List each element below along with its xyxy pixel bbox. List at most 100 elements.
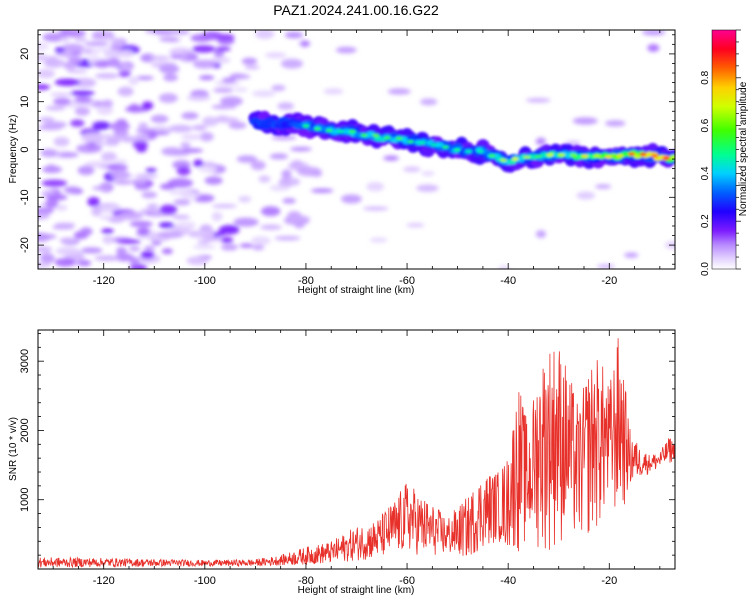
spectrogram-cell (136, 227, 150, 236)
spectrogram-cell (120, 135, 138, 143)
spectrogram-cell (535, 154, 542, 159)
spectrogram-cell (192, 59, 217, 69)
spectrogram-cell (38, 232, 52, 242)
spectrogram-cell (576, 191, 595, 200)
spectrogram-cell (335, 46, 357, 54)
spectrogram-cell (39, 116, 55, 123)
spectrogram-cell (38, 54, 51, 62)
snr-x-tick-label: -20 (601, 575, 617, 587)
spectrogram-cell (157, 231, 184, 239)
spectrogram-cell (255, 30, 275, 39)
spectrogram-cell (54, 222, 76, 228)
spectrogram-cell (38, 246, 53, 253)
spectrogram-cell (131, 178, 148, 185)
spectrogram-cell (141, 101, 154, 110)
spectrogram-cell (197, 239, 211, 245)
spectrogram-cell (250, 160, 266, 171)
spectrogram-cell (416, 184, 439, 192)
spectrogram-cell (186, 53, 199, 60)
spectrogram-cell (38, 41, 50, 51)
spectrogram-cell (535, 137, 546, 146)
spectrogram-cell (141, 191, 158, 199)
spectrogram-cell (109, 122, 131, 131)
spectrogram-cell (97, 133, 116, 139)
spectrogram-cell (186, 256, 209, 266)
spectrogram-cell (148, 209, 159, 215)
spectrogram-cell (114, 253, 134, 262)
spectrogram-cell (323, 88, 344, 95)
spectrogram-cell (136, 75, 154, 80)
spectrogram-cell (277, 102, 295, 111)
spectrogram-cell (616, 154, 624, 158)
spectrogram-cell (647, 43, 660, 52)
colorbar-tick-label: 0.2 (700, 214, 711, 228)
spectrogram-cell (70, 90, 95, 96)
spectrogram-cell (264, 52, 287, 59)
spectrogram-cell (59, 37, 71, 43)
spectrogram-cell (61, 51, 74, 58)
spectrogram-cell (624, 252, 639, 258)
spectrogram-y-tick-label: 10 (19, 96, 31, 108)
spectrogram-cell (149, 55, 170, 61)
spectrogram-cell (113, 128, 129, 137)
spectrogram-cell (107, 57, 121, 68)
spectrogram-cell (369, 237, 388, 243)
spectrogram-cell (302, 124, 310, 128)
spectrogram-cell (140, 250, 155, 259)
spectrogram-cell (45, 198, 59, 209)
spectrogram-cell (54, 78, 81, 86)
spectrogram-cell (73, 78, 97, 88)
spectrogram-cell (43, 58, 65, 68)
spectrogram-x-tick-label: -60 (399, 275, 415, 287)
spectrogram-cell (66, 69, 88, 74)
spectrogram-cell (101, 228, 114, 234)
spectrogram-cell (190, 33, 213, 43)
spectrogram-cell (251, 90, 276, 97)
spectrogram-cell (84, 41, 110, 46)
spectrogram-cell (79, 227, 93, 236)
snr-x-tick-label: -100 (194, 575, 216, 587)
spectrogram-cell (42, 165, 63, 174)
spectrogram-cell (186, 95, 211, 101)
spectrogram-cell (284, 215, 311, 224)
colorbar-ticks: 0.0 0.2 0.4 0.6 0.8 (700, 29, 741, 276)
spectrogram-cell (213, 87, 234, 93)
spectrogram-cell (220, 236, 234, 244)
spectrogram-cell (102, 235, 114, 245)
colorbar-label: Normalized spectral amplitude (738, 81, 749, 216)
spectrogram-cell (239, 243, 254, 248)
colorbar: 0.0 0.2 0.4 0.6 0.8 Normalized spectral ampl… (700, 29, 749, 276)
spectrogram-cell (299, 40, 310, 48)
spectrogram-y-tick-label: 0 (19, 146, 31, 152)
spectrogram-cell (53, 97, 71, 106)
spectrogram-cell (76, 143, 103, 154)
spectrogram-cell (116, 239, 142, 244)
snr-x-tick-label: -40 (500, 575, 516, 587)
spectrogram-cell (119, 49, 134, 58)
spectrogram-cell (158, 93, 178, 103)
spectrogram-y-axis: -20 -10 0 10 20 (19, 34, 675, 265)
spectrogram-cell (68, 56, 82, 65)
spectrogram-cell (211, 211, 223, 222)
spectrogram-cell (271, 84, 286, 92)
colorbar-gradient (711, 29, 737, 270)
spectrogram-cell (406, 222, 425, 228)
spectrogram-cell (210, 56, 231, 64)
spectrogram-cell (59, 237, 77, 244)
spectrogram-cell (45, 105, 66, 111)
spectrogram-cell (159, 204, 178, 215)
spectrogram-cell (180, 148, 204, 153)
spectrogram-cell (290, 159, 304, 170)
spectrogram-cell (199, 75, 215, 81)
spectrogram-cell (70, 119, 85, 128)
spectrogram-cell (215, 46, 231, 52)
spectrogram-cell (260, 206, 281, 217)
spectrogram-cell (252, 244, 265, 251)
spectrogram-cell (546, 153, 554, 157)
spectrogram-x-axis-label: Height of straight line (km) (298, 285, 415, 296)
spectrogram-cell (84, 161, 110, 168)
spectrogram-x-tick-label: -120 (93, 275, 115, 287)
spectrogram-cell (92, 121, 111, 131)
